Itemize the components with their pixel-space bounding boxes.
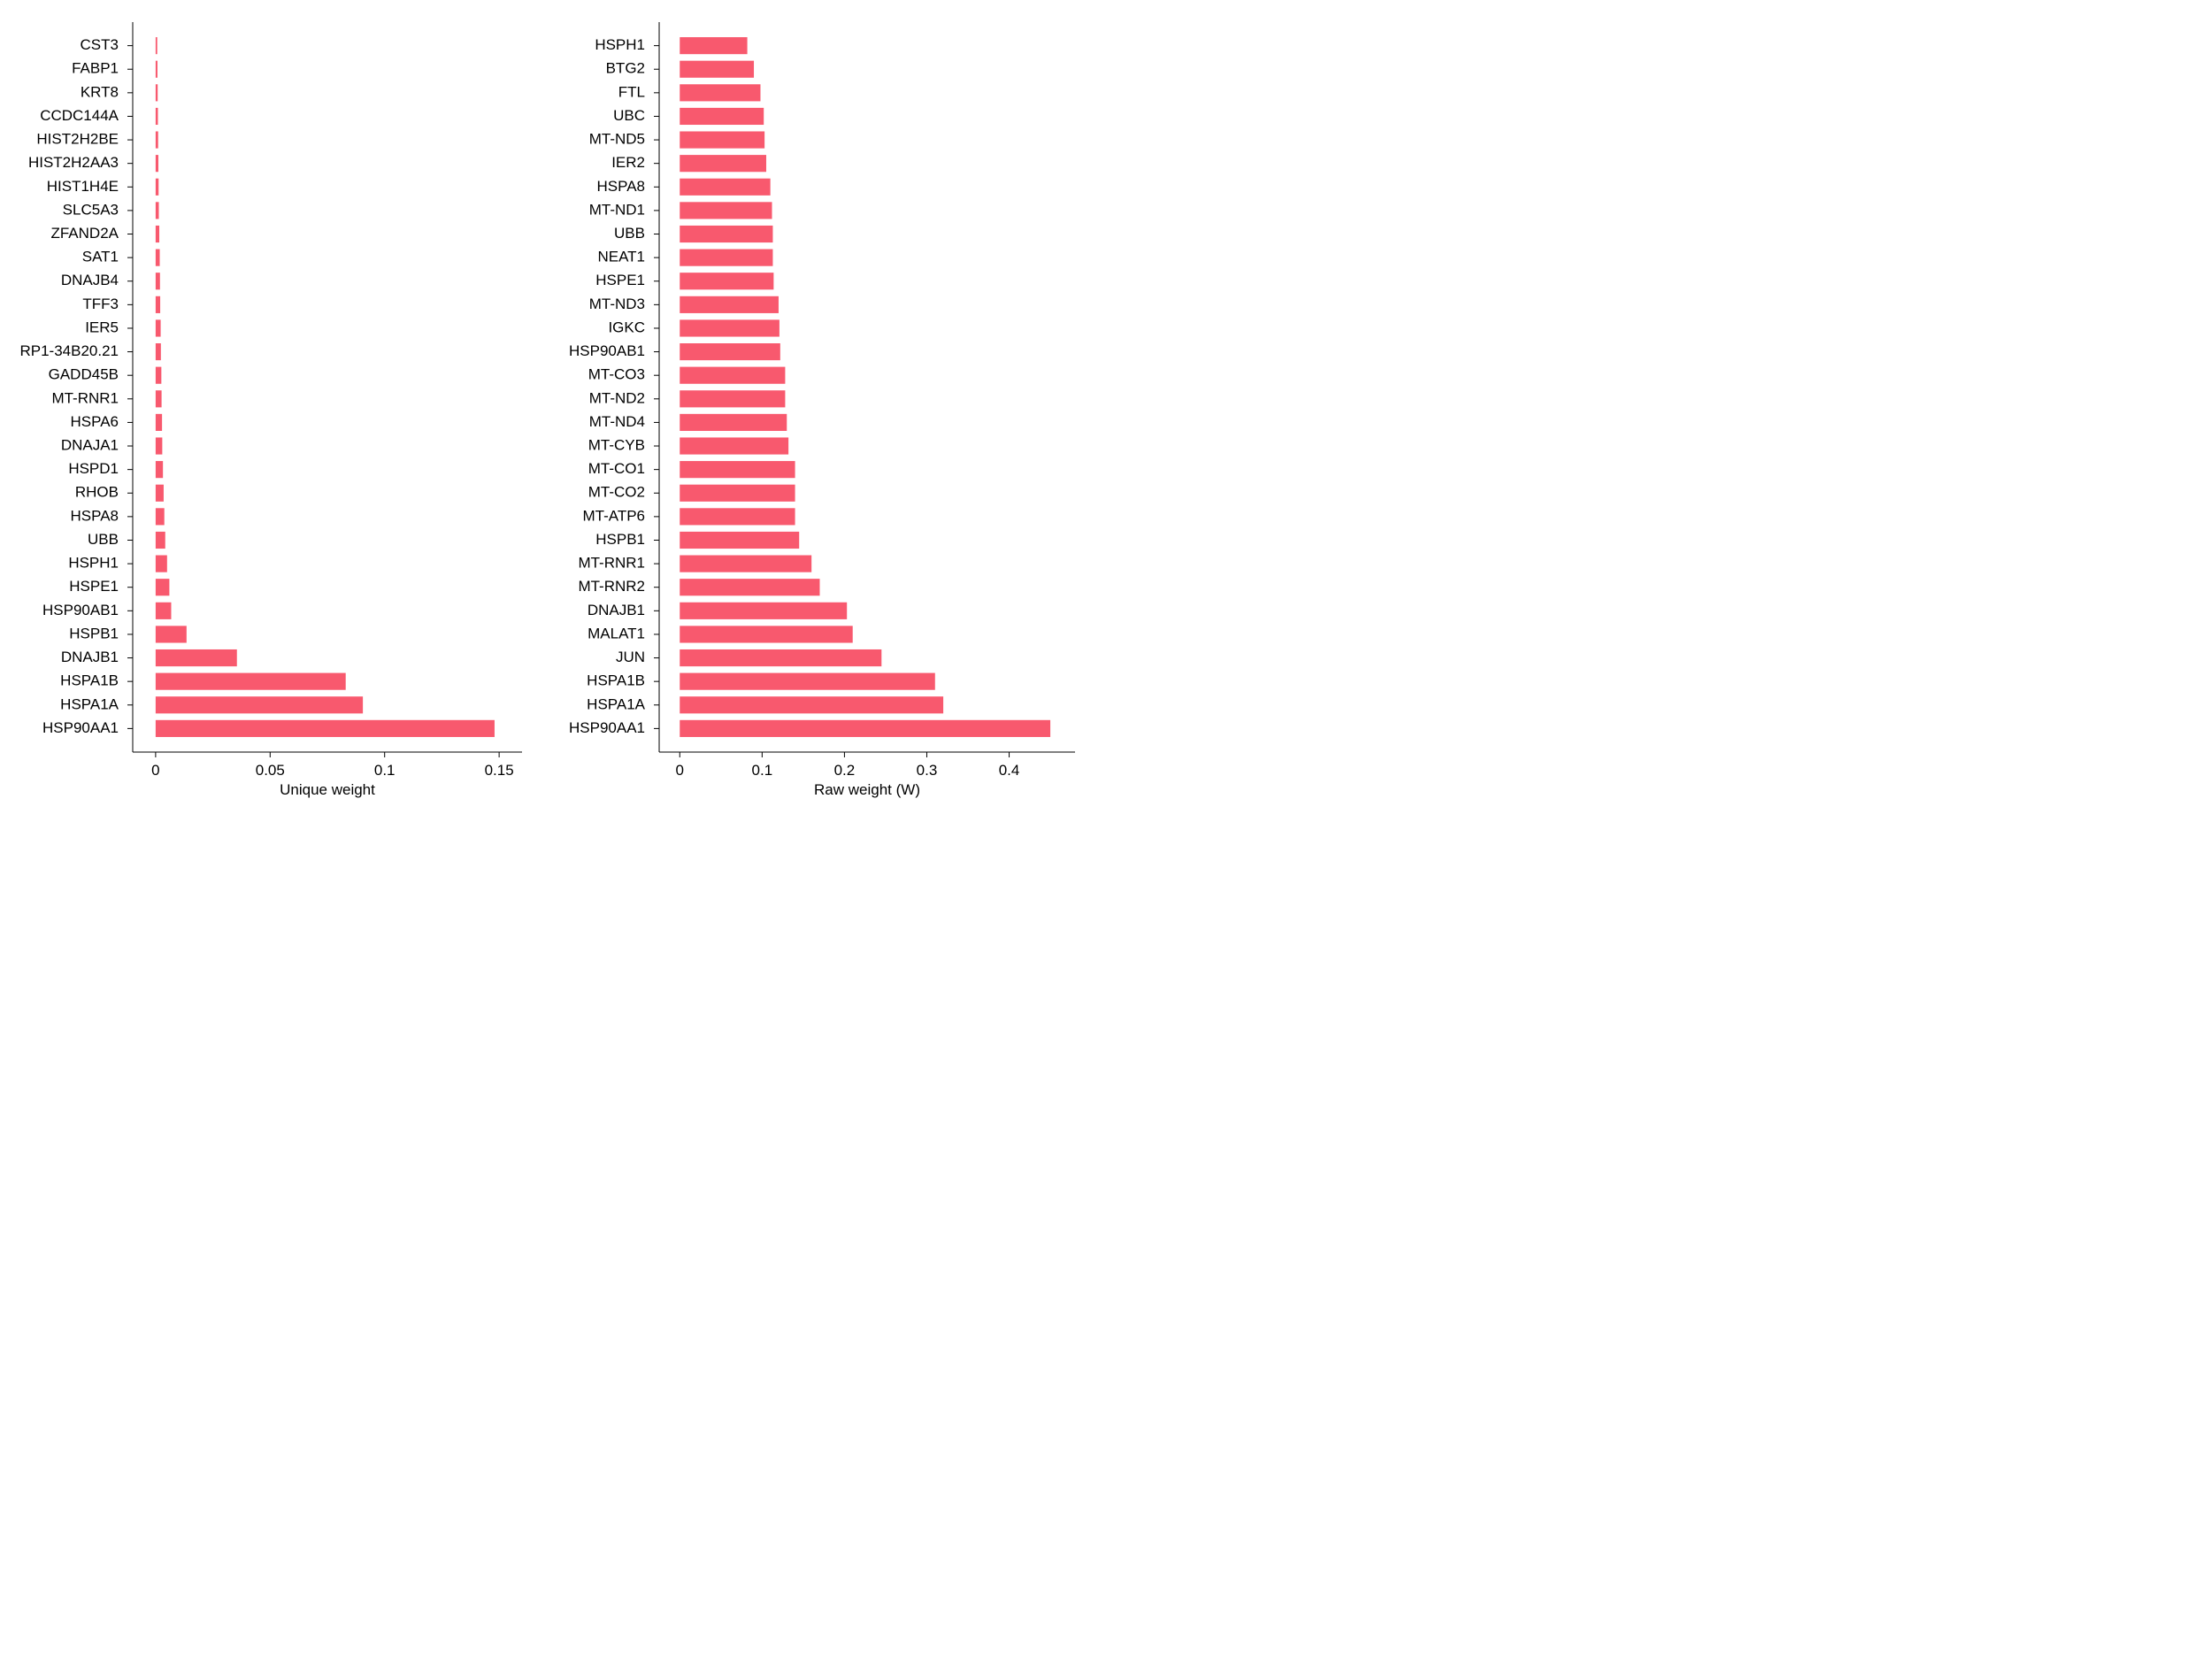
right-bar bbox=[680, 131, 764, 148]
right-ylabel: MT-ND2 bbox=[589, 389, 645, 406]
right-bar bbox=[680, 155, 766, 172]
right-bar bbox=[680, 579, 819, 595]
right-ylabel: MT-ND3 bbox=[589, 296, 645, 312]
right-ylabel: IGKC bbox=[608, 319, 645, 335]
right-ylabel: MT-ND1 bbox=[589, 201, 645, 218]
right-ylabel: MT-CO3 bbox=[588, 366, 645, 383]
right-ylabel: UBC bbox=[613, 107, 645, 124]
right-xtick-label: 0.1 bbox=[752, 762, 773, 779]
right-ylabel: HSPB1 bbox=[595, 531, 645, 548]
right-ylabel: JUN bbox=[616, 649, 645, 665]
right-bar bbox=[680, 390, 785, 407]
right-bar bbox=[680, 250, 772, 266]
right-ylabel: MT-CO1 bbox=[588, 460, 645, 477]
right-bar bbox=[680, 626, 852, 642]
right-ylabel: MT-ATP6 bbox=[582, 507, 645, 524]
right-bar bbox=[680, 84, 760, 101]
right-bar bbox=[680, 108, 764, 125]
right-bar bbox=[680, 532, 799, 549]
right-bar bbox=[680, 319, 780, 336]
right-bar bbox=[680, 367, 785, 384]
right-bar bbox=[680, 437, 788, 454]
right-bar bbox=[680, 226, 772, 242]
right-bar bbox=[680, 485, 795, 502]
right-xtick-label: 0 bbox=[676, 762, 684, 779]
right-panel: HSPH1 BTG2 FTL UBC MT-ND5 IER2 HSPA8 MT-ND1 UBB N… bbox=[0, 0, 1102, 823]
right-ylabel: MT-CO2 bbox=[588, 484, 645, 501]
right-bar bbox=[680, 696, 943, 713]
right-bar bbox=[680, 414, 787, 431]
right-ylabel: MT-CYB bbox=[588, 437, 645, 454]
right-ylabel: MT-RNR2 bbox=[578, 578, 645, 595]
right-bar bbox=[680, 649, 881, 666]
right-bar bbox=[680, 508, 795, 525]
right-bar bbox=[680, 720, 1050, 737]
right-xtick-label: 0.4 bbox=[999, 762, 1020, 779]
right-bar bbox=[680, 273, 773, 289]
right-bar bbox=[680, 202, 772, 219]
right-ylabel: MT-ND4 bbox=[589, 413, 645, 430]
right-ylabel: UBB bbox=[614, 225, 645, 242]
right-bar bbox=[680, 296, 779, 313]
right-bar bbox=[680, 673, 935, 690]
right-ylabel: HSPH1 bbox=[595, 36, 645, 53]
right-bar bbox=[680, 603, 847, 619]
right-ylabel: HSP90AA1 bbox=[569, 719, 645, 736]
right-ylabel: HSPA1B bbox=[587, 672, 645, 689]
right-ylabel: HSPA8 bbox=[597, 178, 646, 195]
right-ylabel: HSPE1 bbox=[595, 272, 645, 288]
right-ylabel: BTG2 bbox=[606, 60, 645, 77]
right-ylabel: IER2 bbox=[611, 154, 645, 171]
right-ylabel: MALAT1 bbox=[588, 625, 645, 641]
right-ylabel: MT-ND5 bbox=[589, 131, 645, 148]
right-ylabel: DNAJB1 bbox=[588, 602, 645, 618]
right-bar bbox=[680, 343, 780, 360]
right-svg: HSPH1 BTG2 FTL UBC MT-ND5 IER2 HSPA8 MT-ND1 UBB N… bbox=[0, 0, 1102, 823]
right-ylabel: HSPA1A bbox=[587, 695, 645, 712]
right-xaxis-title: Raw weight (W) bbox=[814, 781, 920, 798]
right-ylabel: MT-RNR1 bbox=[578, 555, 645, 572]
figure: CST3FABP1KRT8CCDC144AHIST2H2BEHIST2H2AA3… bbox=[0, 0, 1106, 829]
right-bar bbox=[680, 556, 811, 572]
right-bar bbox=[680, 37, 747, 54]
right-bar bbox=[680, 61, 754, 78]
right-xtick-label: 0.2 bbox=[834, 762, 856, 779]
right-ylabel: HSP90AB1 bbox=[569, 342, 645, 359]
right-bar bbox=[680, 461, 795, 478]
right-ylabel: NEAT1 bbox=[597, 249, 645, 265]
right-xtick-label: 0.3 bbox=[917, 762, 938, 779]
right-bar bbox=[680, 179, 770, 196]
right-ylabel: FTL bbox=[618, 83, 645, 100]
